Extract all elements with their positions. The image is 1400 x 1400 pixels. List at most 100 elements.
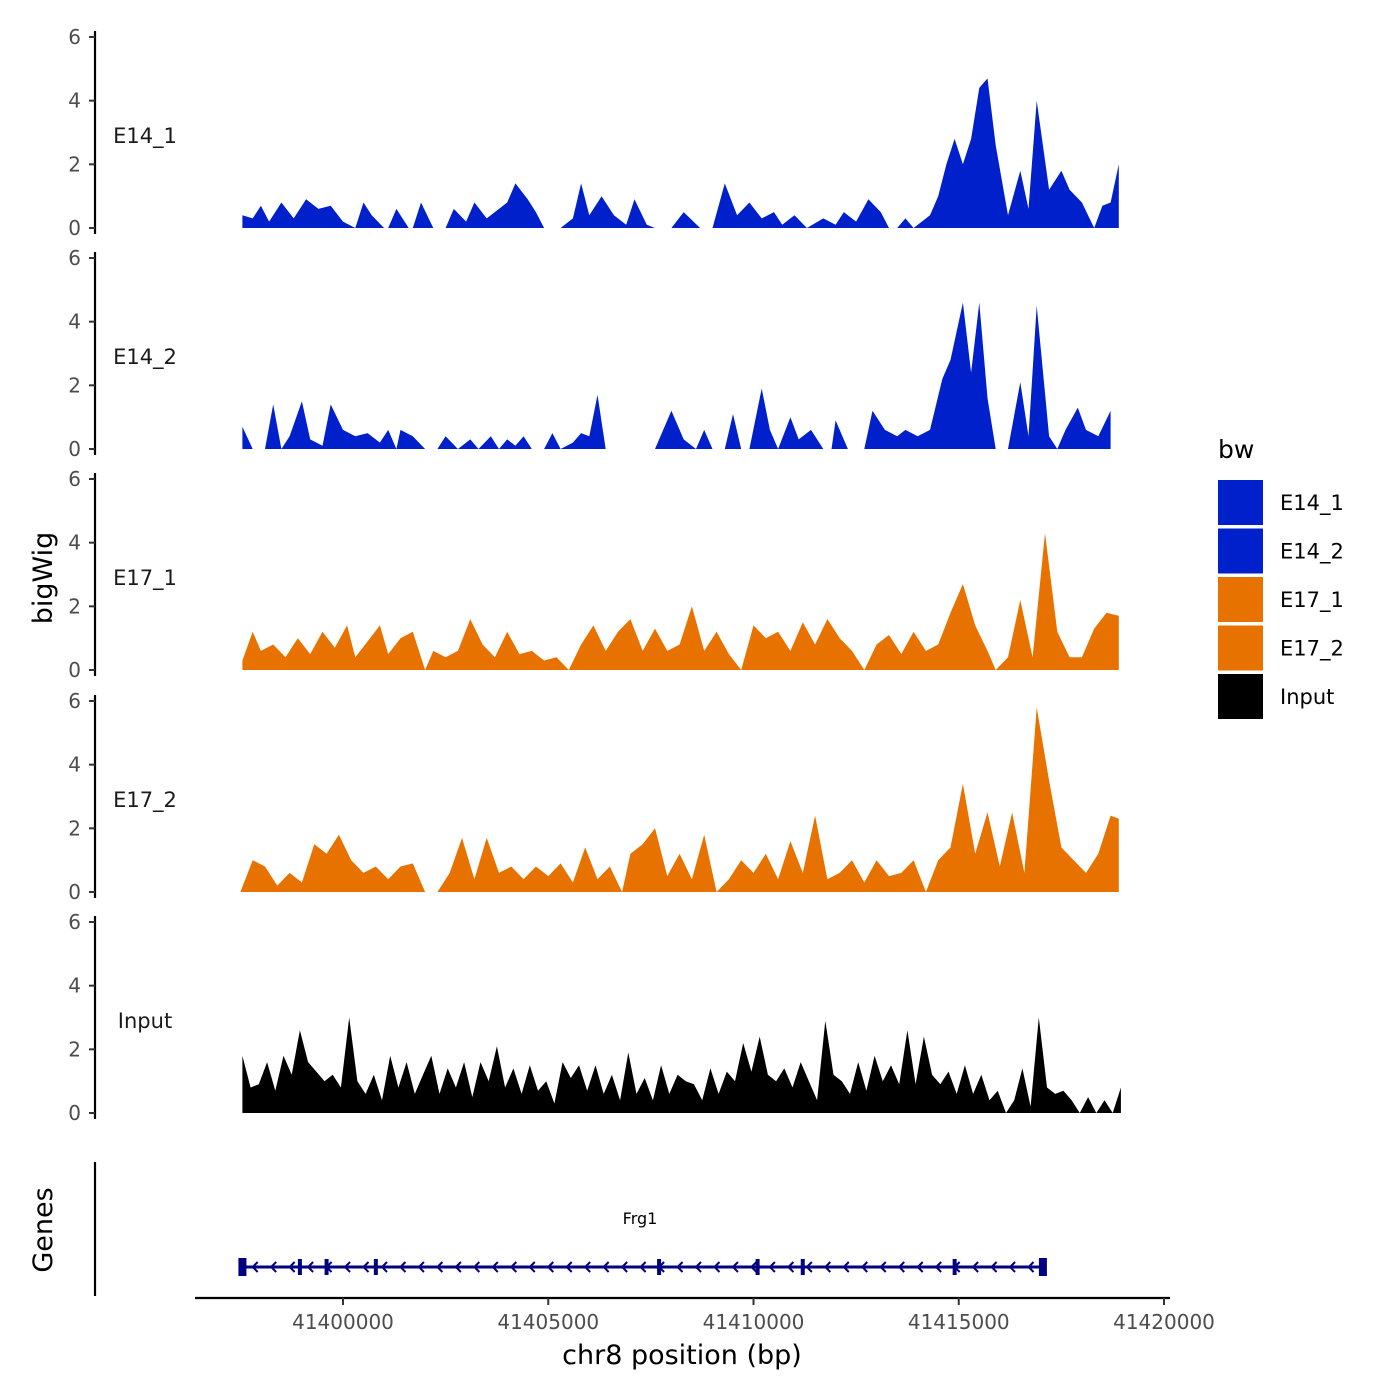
strand-arrow [750,1261,758,1273]
strand-arrow [343,1261,351,1273]
strand-arrow [786,1261,795,1273]
y-tick-label: 4 [68,310,81,334]
x-tick-label: 41420000 [1113,1310,1215,1334]
y-tick-label: 4 [68,89,81,113]
track-e17-1: 0 2 4 6 E17_1 [68,467,1119,682]
y-axis-title: bigWig [28,532,59,625]
strand-arrow [436,1261,444,1273]
x-tick-label: 41415000 [908,1310,1010,1334]
legend-label: E14_1 [1280,491,1344,516]
strand-arrow [362,1261,370,1273]
y-tick-label: 0 [68,437,81,461]
y-tick-label: 6 [68,25,81,49]
exon [297,1259,302,1275]
gene-track-label: Genes [28,1187,59,1272]
legend-swatch [1218,625,1263,671]
strand-arrow [731,1261,739,1273]
strand-arrow [676,1261,684,1273]
legend: bw E14_1 E14_2 E17_1 E17_2 Input [1218,435,1344,719]
exon [800,1259,805,1275]
y-tick-label: 6 [68,689,81,713]
coverage-area [242,533,1119,670]
strand-arrow [306,1261,314,1273]
track-input: 0 2 4 6 Input [68,910,1121,1125]
strand-arrow [879,1261,887,1273]
strand-arrow [399,1261,407,1273]
x-axis-title: chr8 position (bp) [562,1340,802,1371]
exon [952,1259,957,1275]
y-tick-label: 4 [68,531,81,555]
y-tick-label: 4 [68,974,81,998]
strand-arrow [916,1261,924,1273]
coverage-area [242,78,1119,229]
strand-arrow [380,1261,388,1273]
gene-name-label: Frg1 [623,1209,658,1228]
strand-arrow [934,1261,942,1273]
strand-arrow [602,1261,610,1273]
y-tick-label: 2 [68,816,81,840]
x-tick-label: 41410000 [703,1310,805,1334]
exon [324,1259,329,1275]
strand-arrow [694,1261,702,1273]
coverage-area [242,302,1111,449]
strand-arrow [805,1261,813,1273]
exon [657,1259,662,1275]
strand-arrow [417,1261,425,1273]
strand-arrow [472,1261,481,1273]
coverage-area [240,707,1119,892]
legend-swatch [1218,480,1263,525]
track-label: E14_1 [113,124,177,149]
legend-label: Input [1280,685,1334,709]
coverage-area [242,1017,1121,1113]
strand-arrow [897,1261,905,1273]
strand-arrow [288,1261,296,1273]
legend-swatch [1218,528,1263,574]
y-tick-label: 0 [68,658,81,682]
strand-arrow [565,1261,573,1273]
y-tick-label: 6 [68,467,81,491]
legend-swatch [1218,577,1263,622]
exon [1038,1258,1047,1276]
strand-arrow [639,1261,647,1273]
strand-arrow [823,1261,832,1273]
track-label: E17_1 [113,566,177,591]
track-label: Input [118,1009,172,1033]
y-tick-label: 4 [68,753,81,777]
legend-label: E14_2 [1280,540,1344,565]
strand-arrow [491,1261,499,1273]
strand-arrow [528,1261,536,1273]
legend-title: bw [1218,435,1254,464]
strand-arrow [1008,1261,1016,1273]
track-label: E17_2 [113,788,177,813]
y-tick-label: 2 [68,1037,81,1061]
strand-arrow [620,1261,628,1273]
strand-arrow [971,1261,979,1273]
exon [238,1258,247,1276]
strand-arrow [713,1261,721,1273]
bigwig-tracks: 0 2 4 6 E14_1 0 2 4 6 E14_2 0 2 4 6 E17_1 0 2 4 6 E17_2 0 2 4 6… [68,25,1121,1125]
strand-arrow [583,1261,591,1273]
y-tick-label: 0 [68,880,81,904]
gene-track [93,1162,1047,1296]
y-tick-label: 2 [68,152,81,176]
track-e17-2: 0 2 4 6 E17_2 [68,689,1119,904]
y-tick-label: 2 [68,373,81,397]
strand-arrow [454,1261,462,1273]
track-e14-1: 0 2 4 6 E14_1 [68,25,1119,240]
y-tick-label: 2 [68,594,81,618]
y-tick-label: 0 [68,1101,81,1125]
strand-arrow [269,1261,277,1273]
exon [755,1259,760,1275]
strand-arrow [509,1261,518,1273]
strand-arrow [1027,1261,1035,1273]
y-tick-label: 0 [68,216,81,240]
strand-arrow [842,1261,850,1273]
exon [373,1259,378,1275]
x-tick-label: 41405000 [497,1310,599,1334]
x-tick-label: 41400000 [292,1310,394,1334]
strand-arrow [251,1261,259,1273]
track-label: E14_2 [113,345,177,370]
x-axis: 41400000 41405000 41410000 41415000 41420000 [195,1296,1215,1334]
strand-arrow [990,1261,998,1273]
